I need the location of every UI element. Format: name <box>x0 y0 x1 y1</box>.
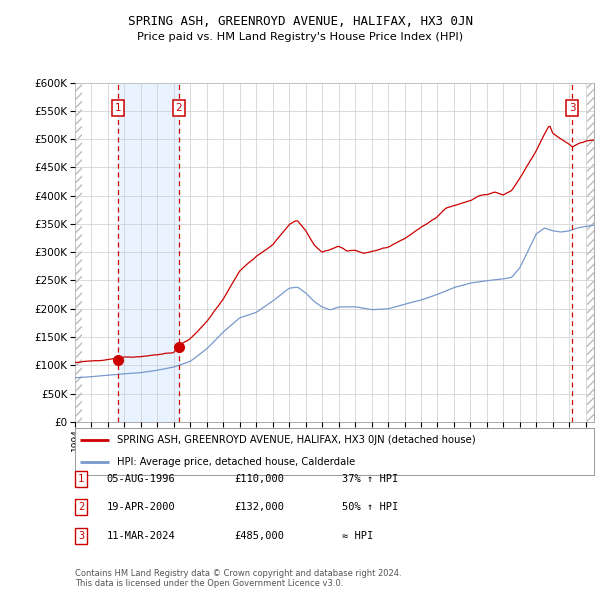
Text: 05-AUG-1996: 05-AUG-1996 <box>107 474 176 484</box>
Text: SPRING ASH, GREENROYD AVENUE, HALIFAX, HX3 0JN: SPRING ASH, GREENROYD AVENUE, HALIFAX, H… <box>128 15 473 28</box>
Text: 1: 1 <box>115 103 121 113</box>
Text: 3: 3 <box>569 103 576 113</box>
Text: £132,000: £132,000 <box>234 503 284 512</box>
Text: 3: 3 <box>78 531 84 540</box>
Bar <box>75 83 82 422</box>
Text: 11-MAR-2024: 11-MAR-2024 <box>107 531 176 540</box>
Text: Price paid vs. HM Land Registry's House Price Index (HPI): Price paid vs. HM Land Registry's House … <box>137 32 463 42</box>
Bar <box>587 83 594 422</box>
Text: SPRING ASH, GREENROYD AVENUE, HALIFAX, HX3 0JN (detached house): SPRING ASH, GREENROYD AVENUE, HALIFAX, H… <box>116 435 475 445</box>
Text: 2: 2 <box>78 503 84 512</box>
Text: 50% ↑ HPI: 50% ↑ HPI <box>342 503 398 512</box>
Text: 19-APR-2000: 19-APR-2000 <box>107 503 176 512</box>
Text: Contains HM Land Registry data © Crown copyright and database right 2024.
This d: Contains HM Land Registry data © Crown c… <box>75 569 401 588</box>
Text: 1: 1 <box>78 474 84 484</box>
Text: 2: 2 <box>175 103 182 113</box>
Text: HPI: Average price, detached house, Calderdale: HPI: Average price, detached house, Cald… <box>116 457 355 467</box>
Bar <box>118 83 179 422</box>
Text: £485,000: £485,000 <box>234 531 284 540</box>
Text: £110,000: £110,000 <box>234 474 284 484</box>
Text: ≈ HPI: ≈ HPI <box>342 531 373 540</box>
Text: 37% ↑ HPI: 37% ↑ HPI <box>342 474 398 484</box>
